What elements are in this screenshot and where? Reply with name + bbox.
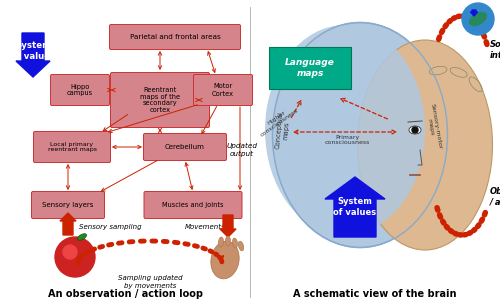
FancyArrow shape (220, 215, 236, 237)
Ellipse shape (358, 40, 492, 250)
Text: System
of values: System of values (334, 197, 376, 217)
FancyArrow shape (16, 33, 50, 77)
Ellipse shape (218, 237, 224, 247)
Text: A schematic view of the brain: A schematic view of the brain (293, 289, 457, 299)
Circle shape (462, 3, 494, 35)
Text: Motor
Cortex: Motor Cortex (212, 84, 234, 96)
Ellipse shape (409, 126, 421, 134)
FancyArrow shape (60, 213, 76, 235)
FancyBboxPatch shape (32, 192, 104, 218)
Text: Primary
consciousness: Primary consciousness (324, 135, 370, 145)
Text: Reentrant
maps of the
secondary
cortex: Reentrant maps of the secondary cortex (140, 87, 180, 113)
FancyArrow shape (470, 10, 478, 16)
Ellipse shape (238, 241, 244, 251)
Circle shape (63, 245, 77, 259)
Text: Hippo
campus: Hippo campus (67, 84, 93, 96)
Ellipse shape (226, 236, 230, 246)
Ellipse shape (211, 241, 239, 279)
FancyBboxPatch shape (50, 74, 110, 106)
Text: Cerebellum: Cerebellum (165, 144, 205, 150)
FancyBboxPatch shape (269, 47, 351, 89)
Text: Language
maps: Language maps (285, 58, 335, 78)
FancyBboxPatch shape (110, 24, 240, 49)
Text: System
of values: System of values (11, 41, 55, 61)
Text: Social
interactions: Social interactions (490, 40, 500, 60)
FancyBboxPatch shape (144, 192, 242, 218)
FancyBboxPatch shape (110, 73, 210, 127)
Text: Muscles and joints: Muscles and joints (162, 202, 224, 208)
FancyArrow shape (325, 177, 385, 237)
Ellipse shape (265, 25, 425, 235)
Ellipse shape (78, 234, 86, 240)
Circle shape (412, 127, 418, 133)
Text: Sampling updated
by movements: Sampling updated by movements (118, 275, 182, 289)
Text: Observation
/ action: Observation / action (490, 187, 500, 207)
Ellipse shape (469, 12, 487, 26)
FancyBboxPatch shape (144, 134, 226, 160)
Circle shape (55, 237, 95, 277)
Text: Higher
consciousness: Higher consciousness (256, 102, 300, 138)
Text: Parietal and frontal areas: Parietal and frontal areas (130, 34, 220, 40)
Ellipse shape (272, 23, 448, 247)
FancyBboxPatch shape (34, 131, 110, 163)
Text: Updated
output: Updated output (226, 143, 258, 157)
Text: Sensory layers: Sensory layers (42, 202, 94, 208)
Text: An observation / action loop: An observation / action loop (48, 289, 203, 299)
Text: Movements: Movements (184, 224, 226, 230)
Text: Sensory sampling: Sensory sampling (78, 224, 142, 230)
Text: Conceptual
maps: Conceptual maps (275, 111, 291, 149)
Ellipse shape (232, 238, 237, 248)
Text: Local primary
reentrant maps: Local primary reentrant maps (48, 142, 96, 152)
FancyBboxPatch shape (194, 74, 252, 106)
Text: Sensory-motor
maps: Sensory-motor maps (424, 103, 442, 151)
